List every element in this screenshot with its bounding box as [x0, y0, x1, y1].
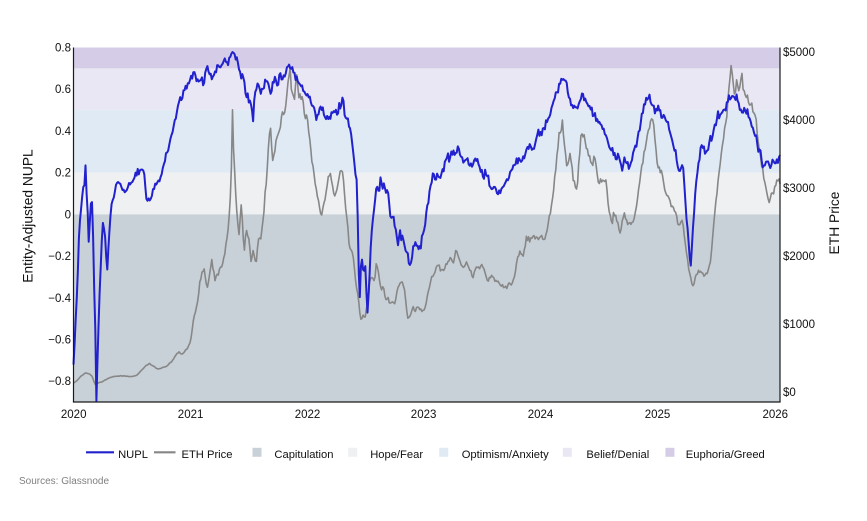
- svg-text:2020: 2020: [61, 409, 87, 421]
- svg-text:Capitulation: Capitulation: [274, 449, 333, 461]
- svg-text:2021: 2021: [178, 409, 204, 421]
- svg-text:−0.8: −0.8: [48, 376, 71, 388]
- svg-text:$4000: $4000: [783, 115, 815, 127]
- svg-text:$2000: $2000: [783, 251, 815, 263]
- svg-text:0.6: 0.6: [55, 84, 71, 96]
- svg-text:Sources: Glassnode: Sources: Glassnode: [19, 476, 109, 487]
- svg-text:2023: 2023: [411, 409, 437, 421]
- svg-text:0.4: 0.4: [55, 126, 72, 138]
- svg-text:Hope/Fear: Hope/Fear: [370, 449, 423, 461]
- svg-text:$1000: $1000: [783, 319, 815, 331]
- svg-text:0: 0: [65, 209, 71, 221]
- svg-text:Belief/Denial: Belief/Denial: [586, 449, 649, 461]
- svg-text:ETH Price: ETH Price: [827, 191, 842, 254]
- svg-text:$5000: $5000: [783, 47, 815, 59]
- svg-text:2022: 2022: [295, 409, 321, 421]
- svg-text:Euphoria/Greed: Euphoria/Greed: [686, 449, 765, 461]
- svg-text:Entity-Adjusted NUPL: Entity-Adjusted NUPL: [21, 149, 36, 283]
- svg-text:0.2: 0.2: [55, 168, 71, 180]
- svg-text:0.8: 0.8: [55, 43, 71, 55]
- svg-text:2026: 2026: [763, 409, 789, 421]
- svg-text:Optimism/Anxiety: Optimism/Anxiety: [462, 449, 549, 461]
- svg-text:2025: 2025: [645, 409, 671, 421]
- svg-text:$3000: $3000: [783, 183, 815, 195]
- svg-text:ETH Price: ETH Price: [182, 449, 233, 461]
- svg-text:−0.4: −0.4: [48, 293, 71, 305]
- svg-text:−0.6: −0.6: [48, 335, 71, 347]
- svg-text:−0.2: −0.2: [48, 251, 71, 263]
- svg-text:NUPL: NUPL: [118, 449, 148, 461]
- svg-text:$0: $0: [783, 387, 796, 399]
- svg-text:2024: 2024: [528, 409, 554, 421]
